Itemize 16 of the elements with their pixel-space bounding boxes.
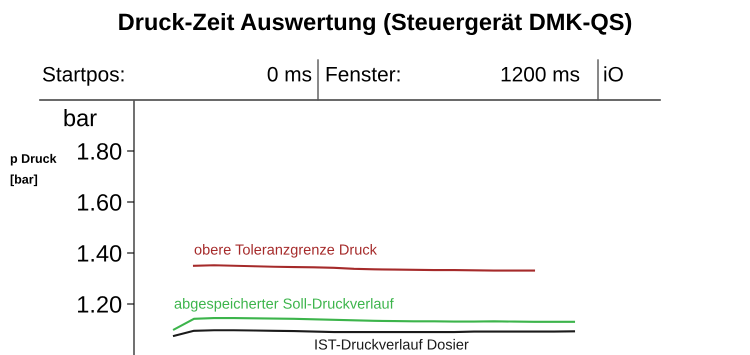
text: Startpos: [42,66,124,86]
y-tick-label: 1.40 [78,245,122,262]
text: 0 ms [268,66,312,82]
y-tick-label: 1.80 [78,143,122,160]
line-series [172,316,576,331]
y-tick-label: 1.20 [78,296,122,313]
series-label: IST-Druckverlauf Dosier [315,338,469,350]
y-axis-title: p Druck [bar] [10,154,57,186]
series-label: obere Toleranzgrenze Druck [194,244,377,258]
text: 1200 ms [502,66,580,82]
text: bar [64,108,97,126]
text: iO [604,66,623,82]
chart-title: Druck-Zeit Auswertung (Steuergerät DMK-QS) [119,12,632,36]
text: Fenster: [326,67,400,82]
series-label: abgespeicherter Soll-Druckverlauf [174,298,394,312]
y-tick-label: 1.60 [78,194,122,211]
